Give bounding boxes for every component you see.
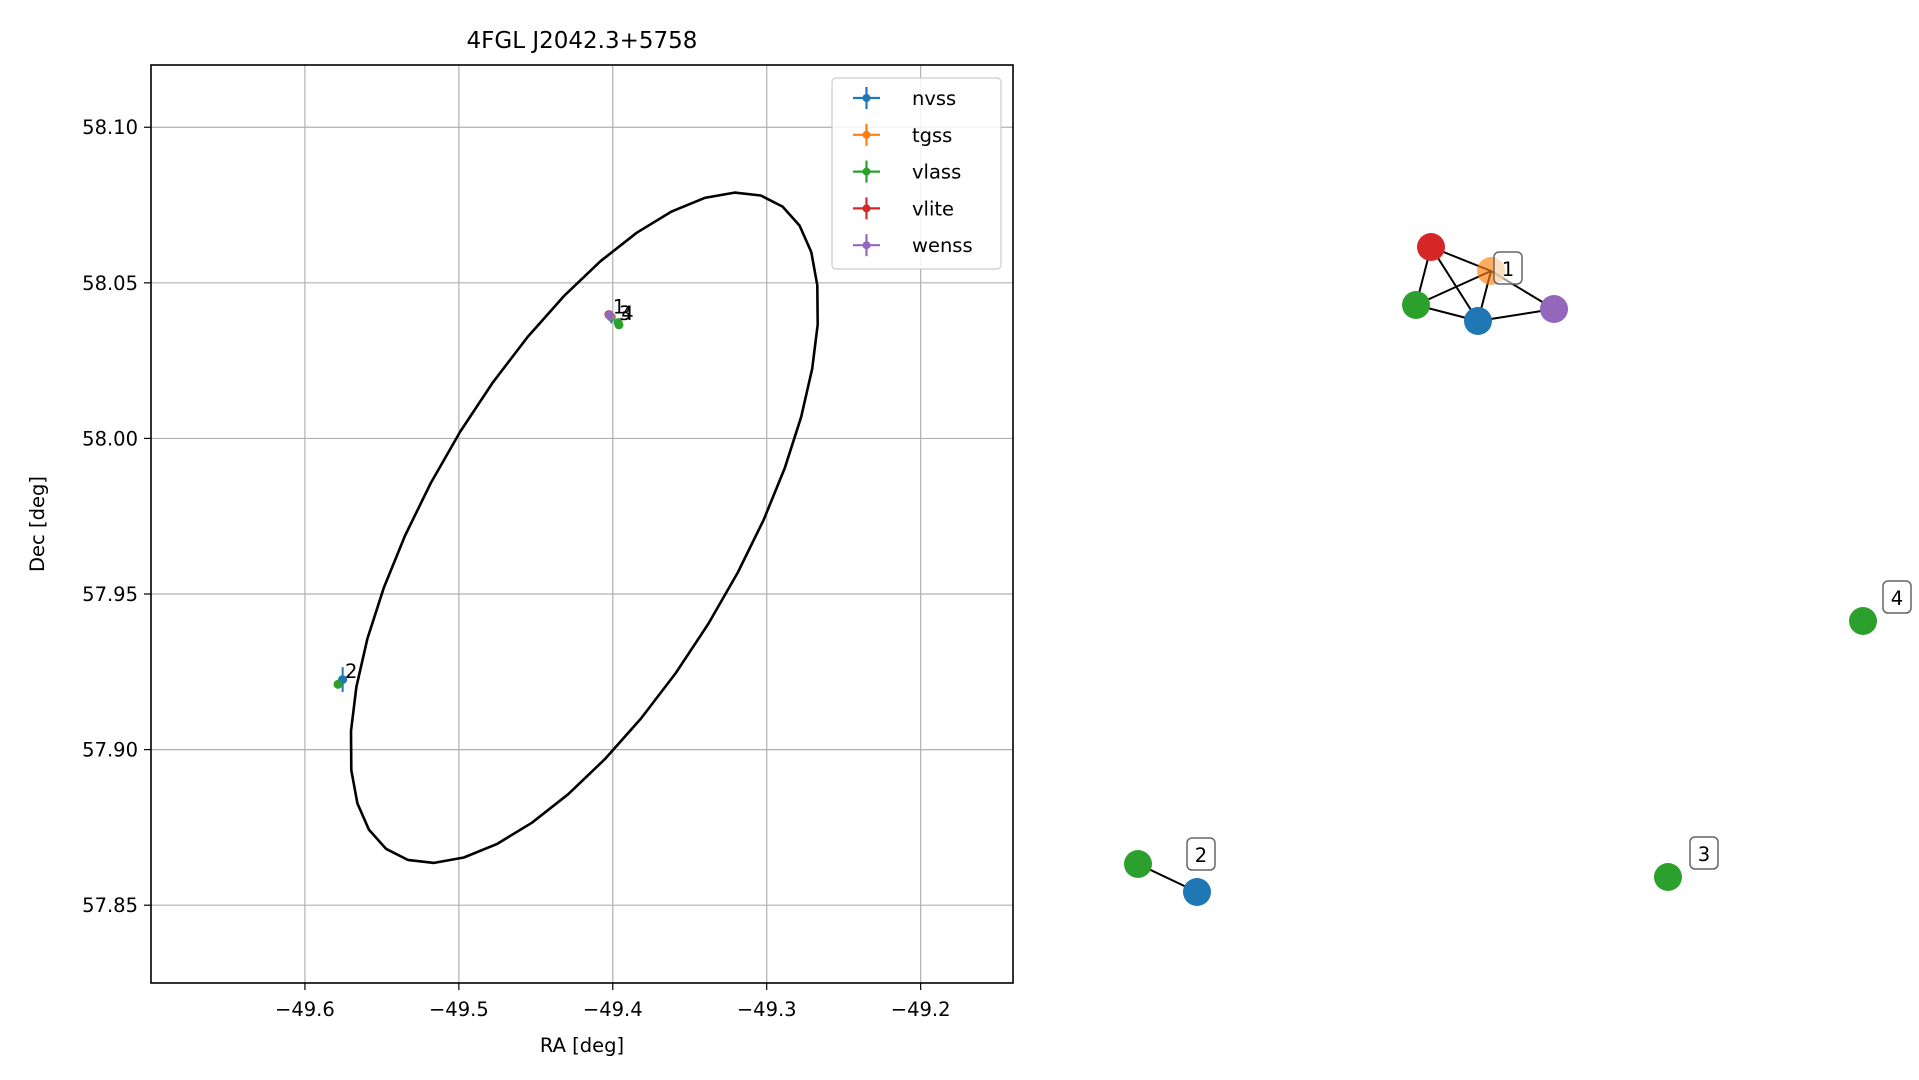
legend-entry-tgss: tgss <box>853 123 952 147</box>
x-axis-label: RA [deg] <box>540 1034 624 1057</box>
network-node <box>1417 233 1445 261</box>
y-tick-label: 58.10 <box>82 116 138 139</box>
point-annotations: 1 2 34 <box>345 296 634 683</box>
legend-entry-wenss: wenss <box>853 234 973 257</box>
node-label-text: 2 <box>1195 844 1207 867</box>
chart-title: 4FGL J2042.3+5758 <box>467 28 698 54</box>
network-node <box>1464 307 1492 335</box>
legend-marker-dot <box>862 241 871 250</box>
network-node <box>1402 291 1430 319</box>
x-tick-label: −49.3 <box>737 998 797 1021</box>
legend-box <box>831 77 1002 270</box>
point-annotation: 3 <box>619 302 631 325</box>
axis-ticks: −49.6 −49.5 −49.4 −49.3 −49.2 57.85 57.90 57.95… <box>82 116 950 1021</box>
point-annotation: 4 <box>621 302 633 325</box>
node-label: 4 <box>1882 580 1912 614</box>
node-label-box <box>1186 837 1216 871</box>
legend-label: vlite <box>912 197 954 220</box>
network-node <box>1124 850 1152 878</box>
error-ellipse <box>349 191 819 865</box>
y-axis-label: Dec [deg] <box>26 476 49 572</box>
legend-entry-vlite: vlite <box>853 197 954 220</box>
data-point-vlass <box>613 318 623 328</box>
x-tick-label: −49.6 <box>275 998 335 1021</box>
legend-entry-vlass: vlass <box>853 160 961 184</box>
network-nodes <box>1124 233 1877 906</box>
y-tick-label: 57.85 <box>82 894 138 917</box>
legend-label: nvss <box>912 87 956 110</box>
legend-entries: nvss tgss vlass vlite wenss <box>853 87 973 257</box>
error-ellipse-layer <box>349 191 819 865</box>
point-annotation: 2 <box>345 660 357 683</box>
legend-marker-dot <box>862 204 871 213</box>
node-label-text: 1 <box>1502 258 1514 281</box>
data-point-wenss <box>604 310 614 320</box>
node-label: 3 <box>1689 836 1719 870</box>
node-label-box <box>1493 251 1523 285</box>
y-tick-label: 58.00 <box>82 427 138 450</box>
y-tick-label: 58.05 <box>82 272 138 295</box>
data-point-vlass <box>333 679 343 689</box>
legend-label: wenss <box>912 234 973 257</box>
network-labels: 1 2 3 4 <box>1186 251 1912 871</box>
node-label-text: 3 <box>1698 843 1710 866</box>
network-panel: 1 2 3 4 <box>1124 233 1912 906</box>
legend-marker-dot <box>862 130 871 139</box>
x-tick-label: −49.4 <box>583 998 643 1021</box>
legend-marker-dot <box>862 94 871 102</box>
node-label: 1 <box>1493 251 1523 285</box>
y-tick-label: 57.90 <box>82 739 138 762</box>
legend-entry-nvss: nvss <box>853 87 956 110</box>
plot-frame <box>150 64 1014 984</box>
x-tick-label: −49.2 <box>891 998 951 1021</box>
network-edge <box>1430 246 1479 322</box>
data-points <box>333 310 624 693</box>
network-node <box>1183 878 1211 906</box>
network-node <box>1540 295 1568 323</box>
node-label-text: 4 <box>1891 587 1903 610</box>
y-tick-label: 57.95 <box>82 583 138 606</box>
node-label-box <box>1689 836 1719 870</box>
network-node <box>1654 863 1682 891</box>
series-wenss <box>604 310 614 320</box>
network-node <box>1849 607 1877 635</box>
legend-marker-dot <box>862 167 871 176</box>
node-label-box <box>1882 580 1912 614</box>
point-annotation: 1 <box>613 296 625 319</box>
node-label: 2 <box>1186 837 1216 871</box>
legend-label: vlass <box>912 161 961 184</box>
legend-label: tgss <box>912 124 952 147</box>
legend: nvss tgss vlass vlite wenss <box>831 77 1002 270</box>
x-tick-label: −49.5 <box>429 998 489 1021</box>
